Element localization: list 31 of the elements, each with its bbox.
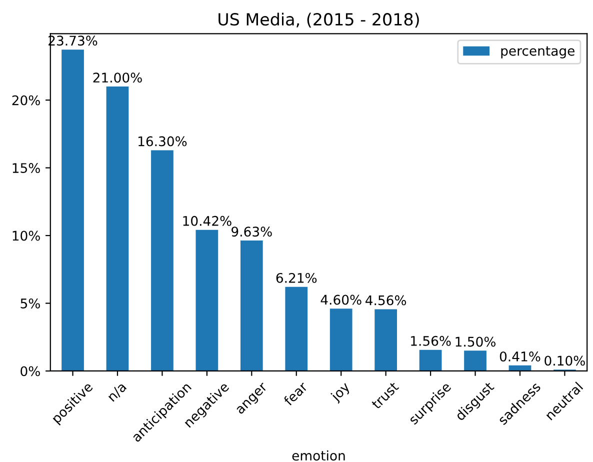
bar: [374, 309, 397, 371]
y-tick-label: 10%: [12, 230, 40, 241]
bar: [419, 350, 442, 371]
y-tick-label: 15%: [12, 163, 40, 174]
bar: [240, 240, 263, 371]
bar: [62, 50, 84, 371]
data-label: 16.30%: [138, 136, 187, 146]
legend-label: percentage: [501, 46, 574, 58]
data-label: 10.42%: [183, 216, 232, 226]
x-axis-title: emotion: [292, 450, 345, 461]
bar: [106, 86, 129, 371]
bar: [196, 230, 218, 371]
y-tick-label: 5%: [20, 298, 40, 308]
data-label: 1.56%: [411, 336, 451, 346]
y-tick-label: 20%: [12, 95, 40, 106]
data-label: 0.10%: [544, 356, 585, 366]
data-label: 4.60%: [320, 294, 362, 305]
bar: [151, 150, 174, 371]
data-label: 1.50%: [456, 336, 496, 347]
y-tick-label: 0%: [20, 366, 40, 376]
data-label: 0.41%: [500, 352, 540, 362]
bar: [285, 286, 308, 371]
data-label: 9.63%: [232, 226, 272, 237]
x-tick-label: joy: [330, 380, 352, 404]
data-label: 21.00%: [93, 72, 142, 83]
data-label: 6.21%: [276, 272, 317, 283]
data-label: 4.56%: [366, 295, 406, 306]
bar: [464, 350, 486, 371]
chart-title: US Media, (2015 - 2018): [218, 12, 419, 28]
x-tick-label: n/a: [106, 382, 128, 403]
bar: [330, 308, 352, 371]
